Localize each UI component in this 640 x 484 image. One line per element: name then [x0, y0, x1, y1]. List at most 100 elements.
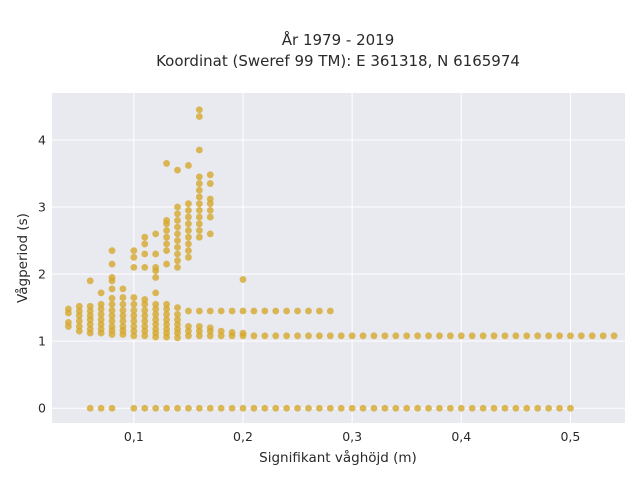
data-point — [403, 332, 411, 340]
data-point — [152, 325, 160, 333]
data-point — [195, 323, 203, 330]
data-point — [414, 332, 422, 340]
data-point — [392, 404, 400, 412]
x-tick-label: 0,2 — [233, 429, 253, 444]
data-point — [130, 327, 138, 335]
data-point — [174, 334, 181, 342]
data-point — [174, 217, 181, 224]
data-point — [185, 332, 192, 340]
data-point — [523, 404, 531, 412]
data-point — [195, 173, 203, 181]
data-point — [261, 404, 269, 412]
data-point — [195, 213, 203, 221]
data-point — [141, 296, 149, 303]
data-point — [239, 404, 247, 412]
data-point — [130, 317, 138, 325]
data-point — [348, 404, 356, 412]
data-point — [163, 310, 171, 318]
data-point — [185, 213, 192, 221]
data-point — [75, 307, 83, 315]
data-point — [185, 162, 192, 169]
data-point — [185, 253, 192, 261]
data-point — [174, 237, 181, 244]
data-point — [185, 404, 192, 412]
data-point — [545, 332, 552, 340]
data-point — [152, 263, 160, 271]
data-point — [119, 285, 127, 293]
data-point — [141, 240, 149, 248]
data-point — [141, 332, 149, 340]
data-point — [108, 300, 116, 308]
data-point — [64, 305, 72, 313]
data-point — [108, 317, 116, 325]
data-point — [130, 300, 138, 308]
data-point — [195, 227, 203, 234]
data-point — [130, 404, 138, 412]
data-point — [195, 206, 203, 214]
data-point — [359, 332, 367, 340]
data-point — [97, 300, 105, 308]
data-point — [228, 329, 236, 336]
data-point — [108, 260, 116, 268]
data-point — [425, 332, 432, 340]
data-point — [163, 305, 171, 313]
data-point — [163, 247, 171, 255]
data-point — [97, 321, 105, 328]
data-point — [174, 223, 181, 231]
data-point — [97, 404, 105, 412]
data-point — [75, 302, 83, 310]
data-point — [174, 210, 181, 218]
data-point — [163, 217, 171, 224]
data-point — [195, 146, 203, 154]
data-point — [283, 404, 291, 412]
data-point — [490, 404, 498, 412]
data-point — [326, 332, 334, 340]
x-tick-label: 0,4 — [451, 429, 471, 444]
data-point — [577, 332, 585, 340]
data-point — [97, 325, 105, 333]
chart-title: År 1979 - 2019 — [282, 30, 395, 49]
x-axis-label: Signifikant våghöjd (m) — [259, 449, 417, 466]
data-point — [261, 307, 269, 315]
data-point — [195, 200, 203, 208]
data-point — [468, 404, 476, 412]
data-point — [501, 332, 509, 340]
chart-subtitle: Koordinat (Sweref 99 TM): E 361318, N 61… — [156, 52, 520, 70]
data-point — [228, 404, 236, 412]
data-point — [108, 404, 116, 412]
x-tick-label: 0,3 — [342, 429, 362, 444]
data-point — [141, 323, 149, 330]
data-point — [141, 327, 149, 335]
data-point — [108, 306, 116, 314]
data-point — [152, 310, 160, 318]
data-point — [326, 404, 334, 412]
data-point — [130, 263, 138, 271]
data-point — [174, 203, 181, 211]
data-point — [468, 332, 476, 340]
data-point — [130, 247, 138, 255]
data-point — [119, 317, 127, 325]
data-point — [206, 206, 214, 214]
data-point — [316, 307, 323, 315]
data-point — [152, 274, 160, 281]
data-point — [512, 332, 520, 340]
data-point — [130, 306, 138, 314]
data-point — [206, 171, 214, 179]
data-point — [610, 332, 618, 340]
data-point — [185, 227, 192, 234]
data-point — [501, 404, 509, 412]
data-point — [195, 233, 203, 241]
data-point — [130, 253, 138, 261]
data-point — [163, 325, 171, 333]
y-tick-label: 2 — [38, 267, 46, 282]
data-point — [97, 310, 105, 318]
data-point — [239, 307, 247, 315]
data-point — [119, 312, 127, 320]
data-point — [130, 323, 138, 330]
data-point — [272, 404, 280, 412]
data-point — [174, 166, 181, 174]
data-point — [174, 304, 181, 312]
data-point — [195, 332, 203, 340]
